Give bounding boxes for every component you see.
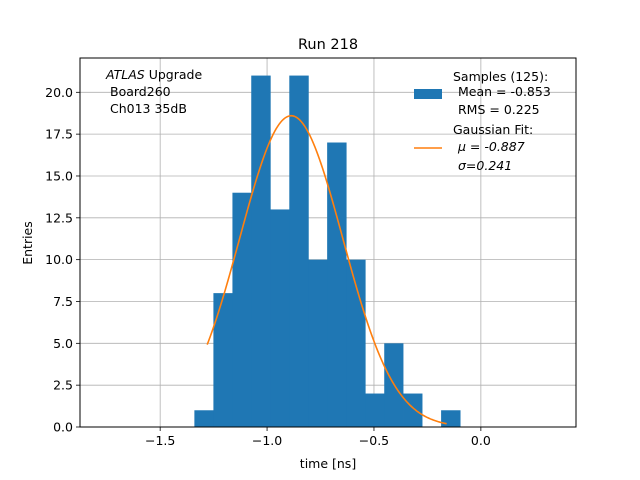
x-tick-label: −0.5: [359, 433, 389, 448]
annotation-upgrade: Upgrade: [145, 67, 203, 82]
y-axis-label: Entries: [20, 221, 35, 265]
legend-fit-title: Gaussian Fit:: [453, 122, 533, 137]
gaussian-fit: [206, 114, 447, 425]
legend-samples-rms: RMS = 0.225: [458, 102, 540, 117]
legend-samples-mean: Mean = -0.853: [458, 84, 551, 99]
x-axis-label: time [ns]: [300, 456, 356, 471]
histogram-bar: [327, 142, 347, 428]
legend-fit-sigma: σ=0.241: [458, 158, 512, 173]
histogram-bar: [251, 75, 271, 428]
y-tick-label: 10.0: [45, 252, 73, 267]
x-axis-ticks: −1.5 −1.0 −0.5 0.0: [145, 427, 491, 448]
x-tick-label: −1.5: [145, 433, 175, 448]
y-tick-label: 5.0: [53, 336, 73, 351]
histogram-bar: [194, 410, 214, 427]
legend-samples-swatch: [414, 89, 442, 99]
x-tick-label: 0.0: [471, 433, 491, 448]
histogram-bar: [289, 75, 309, 428]
y-tick-label: 7.5: [53, 294, 73, 309]
histogram-bar: [365, 393, 385, 427]
histogram-bar: [441, 410, 461, 427]
histogram-bar: [403, 393, 423, 427]
annotation-atlas: ATLAS: [105, 67, 145, 82]
y-axis-ticks: 0.0 2.5 5.0 7.5 10.0 12.5 15.0 17.5 20.0: [45, 85, 80, 435]
chart-title: Run 218: [298, 37, 358, 53]
legend-samples-title: Samples (125):: [453, 69, 548, 84]
histogram-bar: [270, 209, 290, 427]
info-annotation: ATLAS Upgrade Board260 Ch013 35dB: [105, 67, 202, 116]
y-tick-label: 2.5: [53, 378, 73, 393]
y-tick-label: 15.0: [45, 168, 73, 183]
x-tick-label: −1.0: [252, 433, 282, 448]
histogram-bar: [213, 293, 233, 427]
y-tick-label: 0.0: [53, 420, 73, 435]
svg-text:ATLAS Upgrade: ATLAS Upgrade: [105, 67, 202, 82]
y-tick-label: 17.5: [45, 127, 73, 142]
legend: Samples (125): Mean = -0.853 RMS = 0.225…: [414, 69, 551, 173]
histogram-bar: [308, 259, 328, 427]
legend-fit-mu: μ = -0.887: [457, 139, 525, 154]
histogram-bar: [232, 192, 252, 427]
y-tick-label: 20.0: [45, 85, 73, 100]
y-tick-label: 12.5: [45, 210, 73, 225]
annotation-channel: Ch013 35dB: [110, 101, 187, 116]
plot-area-frame: [79, 57, 577, 428]
gaussian-fit-line: [206, 114, 447, 425]
annotation-board: Board260: [110, 84, 171, 99]
